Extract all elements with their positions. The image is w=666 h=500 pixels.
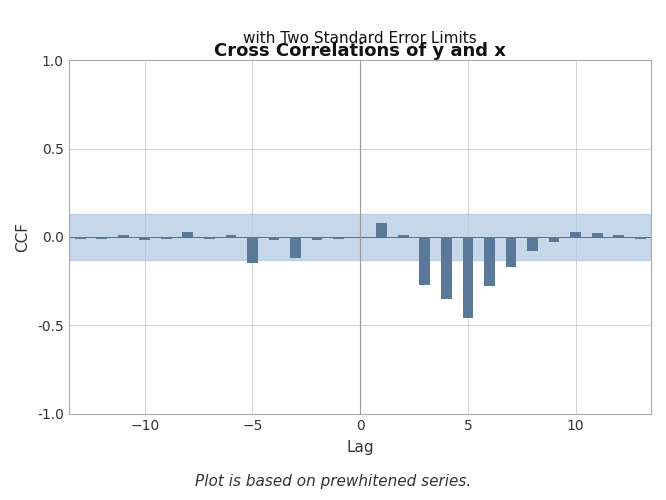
- Bar: [592, 234, 603, 237]
- Y-axis label: CCF: CCF: [15, 222, 30, 252]
- Bar: [613, 235, 624, 237]
- Bar: [484, 237, 495, 286]
- Bar: [333, 237, 344, 238]
- Bar: [505, 237, 516, 267]
- Text: Plot is based on prewhitened series.: Plot is based on prewhitened series.: [195, 474, 471, 489]
- Bar: [161, 237, 172, 238]
- Bar: [570, 232, 581, 237]
- Bar: [182, 232, 193, 237]
- Bar: [290, 237, 301, 258]
- Bar: [247, 237, 258, 264]
- Bar: [527, 237, 538, 251]
- Bar: [549, 237, 559, 242]
- Bar: [635, 237, 645, 238]
- Bar: [139, 237, 150, 240]
- Bar: [312, 237, 322, 240]
- Bar: [268, 237, 280, 240]
- Bar: [398, 235, 409, 237]
- Bar: [420, 237, 430, 284]
- Bar: [97, 237, 107, 238]
- Text: with Two Standard Error Limits: with Two Standard Error Limits: [243, 32, 477, 46]
- Bar: [462, 237, 474, 318]
- Bar: [226, 235, 236, 237]
- Bar: [118, 235, 129, 237]
- X-axis label: Lag: Lag: [346, 440, 374, 455]
- Bar: [75, 237, 85, 238]
- Title: Cross Correlations of y and x: Cross Correlations of y and x: [214, 42, 506, 60]
- Bar: [204, 237, 214, 238]
- Bar: [441, 237, 452, 298]
- Bar: [69, 214, 651, 260]
- Bar: [376, 223, 387, 237]
